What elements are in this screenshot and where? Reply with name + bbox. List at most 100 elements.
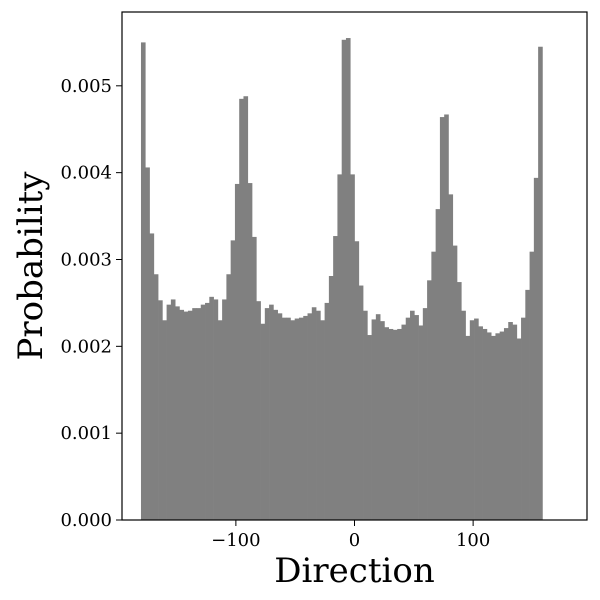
histogram-bar [247, 183, 253, 521]
histogram-bar [298, 317, 304, 520]
histogram-bar [196, 308, 202, 520]
histogram-bar [290, 320, 296, 520]
histogram-bar [166, 304, 172, 520]
histogram-bar [153, 274, 159, 520]
histogram-bar [222, 299, 227, 520]
histogram-bar [183, 311, 189, 520]
histogram-bar [226, 274, 232, 520]
histogram-bar [414, 315, 419, 520]
histogram-bar [273, 309, 278, 520]
histogram-bar [482, 328, 488, 520]
histogram-bar [187, 310, 193, 520]
histogram-bar [410, 310, 415, 520]
histogram-bar [341, 39, 347, 521]
y-tick-label: 0.001 [60, 423, 112, 444]
histogram-bar [371, 319, 377, 520]
histogram-bar [491, 335, 496, 520]
histogram-bar [158, 300, 163, 520]
x-axis-title: Direction [274, 551, 434, 591]
histogram-bar [499, 331, 505, 520]
histogram-bar [333, 236, 338, 521]
histogram-bar [435, 209, 441, 520]
histogram-bar [431, 251, 436, 520]
y-tick-label: 0.003 [60, 249, 112, 270]
histogram-bar [354, 241, 360, 520]
histogram-bar [260, 323, 266, 520]
histogram-bar [264, 308, 270, 520]
histogram-bar [286, 317, 291, 520]
histogram-bar [281, 317, 287, 520]
histogram-bar [179, 309, 185, 520]
histogram-bar [427, 280, 432, 520]
histogram-bar [358, 285, 364, 520]
histogram-bar [529, 251, 535, 520]
histogram-bar [345, 38, 351, 521]
histogram-bar [239, 98, 244, 520]
histogram-bar [405, 317, 411, 520]
histogram-bar [200, 304, 206, 520]
histogram-bar [294, 318, 300, 520]
histogram-bar [350, 174, 355, 520]
histogram-bar [243, 96, 249, 520]
histogram-bar [465, 335, 471, 520]
histogram-bar [162, 320, 167, 520]
histogram-bar [252, 236, 257, 520]
histogram-bar [256, 301, 261, 520]
histogram-bar [516, 338, 522, 520]
histogram-bar [316, 310, 321, 520]
histogram-bar [461, 310, 466, 520]
histogram-bar [439, 117, 445, 521]
histogram-bar [213, 299, 219, 520]
histogram-bar [538, 46, 543, 520]
y-axis-title: Probability [11, 171, 51, 361]
histogram-bar [508, 322, 513, 520]
y-tick-label: 0.004 [60, 163, 112, 184]
histogram-bar [474, 318, 479, 520]
histogram-bar [149, 233, 155, 520]
histogram-bar [234, 183, 240, 520]
x-tick-label: −100 [211, 530, 260, 551]
histogram-bar [170, 299, 176, 520]
histogram-bar [397, 328, 402, 520]
histogram-bar [307, 313, 313, 520]
histogram-bar [311, 307, 317, 520]
histogram-bar [217, 320, 223, 520]
histogram-bar [380, 321, 385, 520]
y-tick-label: 0.002 [60, 336, 112, 357]
histogram-bar [337, 174, 343, 520]
histogram-bar [512, 324, 518, 520]
histogram-bar [495, 333, 501, 520]
histogram-bar [320, 320, 325, 520]
histogram-bar [140, 42, 146, 521]
histogram-bar [456, 282, 462, 520]
histogram-bar [303, 315, 308, 520]
histogram-bar [525, 289, 530, 520]
histogram-bar [448, 194, 454, 520]
y-tick-label: 0.005 [60, 76, 112, 97]
histogram-bar [422, 308, 428, 520]
histogram-bar [209, 296, 214, 520]
histogram-bar [205, 302, 210, 520]
histogram-bar [418, 325, 424, 520]
histogram-bar [401, 324, 407, 520]
histogram-bar [533, 177, 539, 520]
histogram-bars [140, 38, 543, 521]
histogram-bar [469, 320, 475, 520]
histogram-bar [363, 310, 368, 520]
histogram-bar [367, 335, 372, 520]
histogram-bar [388, 328, 394, 520]
histogram-bar [277, 313, 283, 520]
histogram-bar [324, 302, 330, 520]
y-axis-ticks: 0.000 0.001 0.002 0.003 0.004 0.005 [60, 76, 122, 531]
histogram-bar [486, 332, 492, 520]
histogram-bar [384, 327, 390, 520]
y-tick-label: 0.000 [60, 510, 112, 531]
histogram-bar [478, 326, 483, 520]
x-tick-label: 0 [349, 530, 360, 551]
histogram-bar [392, 329, 398, 520]
histogram-bar [452, 245, 458, 521]
histogram-bar [175, 306, 180, 520]
histogram-bar [503, 328, 509, 520]
histogram-bar [145, 167, 150, 520]
histogram-bar [375, 314, 381, 520]
